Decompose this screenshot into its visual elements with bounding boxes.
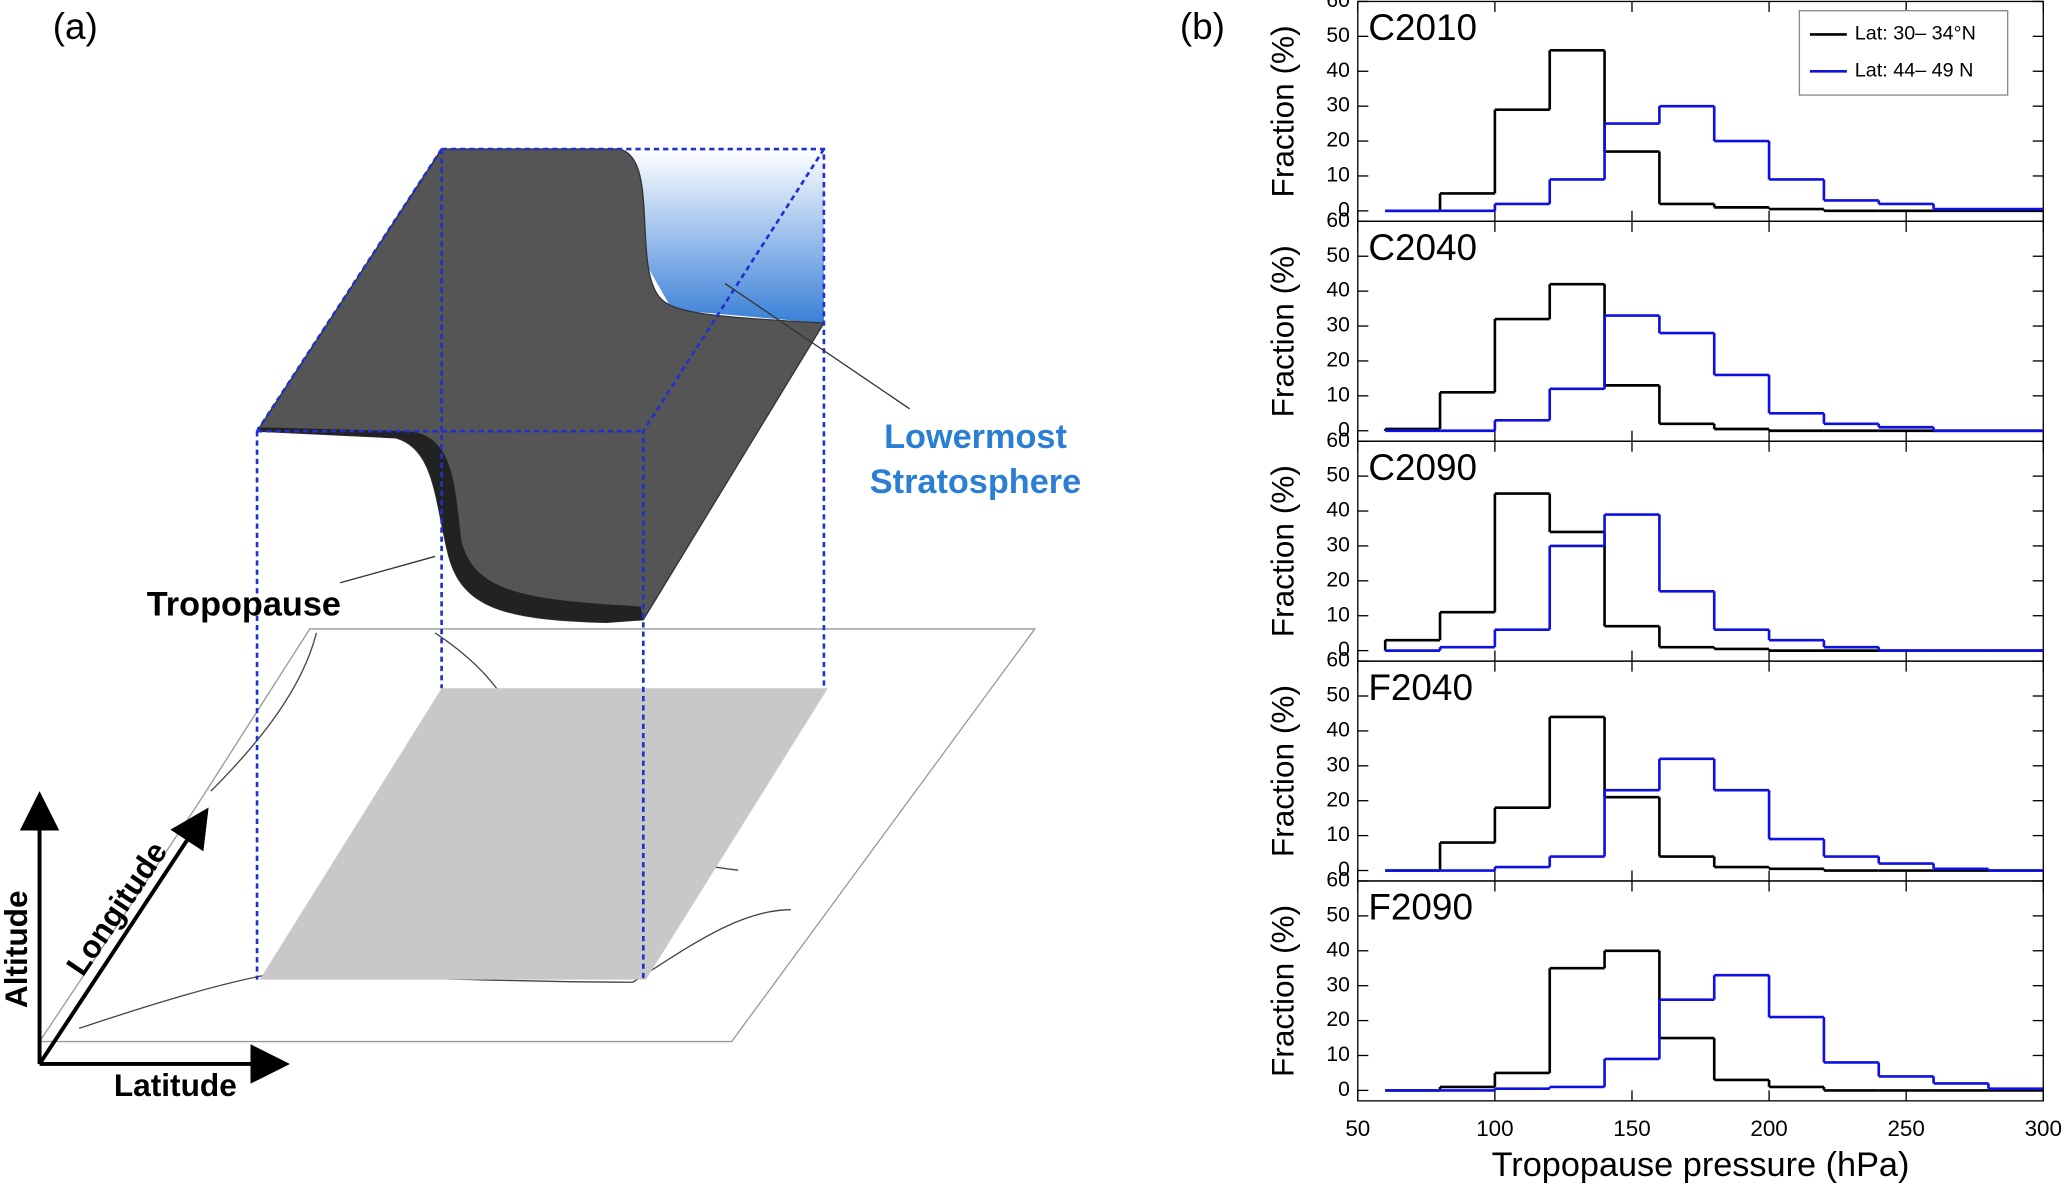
y-tick-label: 20 (1326, 788, 1349, 811)
tropopause-edge (257, 427, 644, 623)
y-tick-label: 10 (1326, 603, 1349, 626)
panel-title: F2090 (1368, 887, 1473, 928)
legend-box (1798, 10, 2009, 96)
step-connector (1438, 514, 1881, 651)
y-tick-label: 30 (1326, 94, 1349, 117)
step-connector (1438, 716, 1826, 871)
panel-title: C2040 (1368, 227, 1477, 268)
x-tick-label: 200 (1750, 1116, 1787, 1141)
leader-line (724, 283, 910, 410)
y-tick-label: 20 (1326, 129, 1349, 152)
y-tick-label: 40 (1326, 938, 1349, 961)
y-tick-label: 0 (1338, 858, 1350, 881)
step-connector (1383, 493, 1771, 651)
y-tick-label: 0 (1338, 198, 1350, 221)
step-connector (1438, 950, 1826, 1091)
axis-label: Altitude (0, 890, 34, 1008)
x-tick-label: 150 (1613, 1116, 1650, 1141)
y-tick-label: 60 (1326, 429, 1349, 452)
step-connector (1383, 284, 1771, 431)
leader-line (339, 555, 436, 584)
y-tick-label: 10 (1326, 164, 1349, 187)
panel-title: F2040 (1368, 667, 1473, 708)
y-tick-label: 30 (1326, 314, 1349, 337)
plot-frame (1357, 880, 2044, 1102)
y-tick-label: 40 (1326, 499, 1349, 522)
step-connector (1493, 106, 1935, 211)
annotation: Lowermost (884, 418, 1067, 456)
y-tick-label: 30 (1326, 534, 1349, 557)
y-tick-label: 20 (1326, 349, 1349, 372)
diagram: (a) Tropopause Lowermost Stratosphere Al… (0, 6, 1081, 1103)
panel-label: (b) (1180, 6, 1225, 47)
legend-label: Lat: 30– 34°N (1855, 23, 1976, 45)
y-tick-label: 50 (1326, 684, 1349, 707)
y-tick-label: 50 (1326, 464, 1349, 487)
step-connector (1438, 50, 1826, 211)
y-tick-label: 40 (1326, 718, 1349, 741)
y-tick-label: 50 (1326, 24, 1349, 47)
legend-label: Lat: 44– 49 N (1855, 60, 1974, 82)
y-tick-label: 0 (1338, 1078, 1350, 1101)
y-tick-label: 20 (1326, 1008, 1349, 1031)
step-connector (1493, 975, 1990, 1091)
y-tick-label: 40 (1326, 59, 1349, 82)
y-tick-label: 60 (1326, 209, 1349, 232)
y-tick-label: 20 (1326, 568, 1349, 591)
y-tick-label: 40 (1326, 279, 1349, 302)
y-tick-label: 10 (1326, 1043, 1349, 1066)
axes-arrows (19, 791, 291, 1084)
y-tick-label: 30 (1326, 753, 1349, 776)
x-tick-label: 250 (1887, 1116, 1924, 1141)
y-tick-label: 50 (1326, 244, 1349, 267)
annotation: Stratosphere (870, 463, 1081, 501)
y-axis-label: Fraction (%) (1265, 685, 1301, 857)
region-shadow (259, 688, 828, 980)
y-tick-label: 0 (1338, 638, 1350, 661)
y-tick-label: 50 (1326, 903, 1349, 926)
x-tick-label: 50 (1345, 1116, 1370, 1141)
axis-label: Latitude (114, 1067, 237, 1103)
histogram-panels: 0 10 20 30 40 50 60 C2010 Fraction (%) Lat: 30– 3… (1265, 0, 2062, 1184)
y-axis-label: Fraction (%) (1265, 465, 1301, 637)
step-connector (1493, 315, 1935, 431)
panel-label: (a) (53, 6, 98, 47)
y-tick-label: 0 (1338, 418, 1350, 441)
x-axis-label: Tropopause pressure (hPa) (1492, 1146, 1910, 1184)
y-tick-label: 10 (1326, 823, 1349, 846)
y-tick-label: 30 (1326, 973, 1349, 996)
x-tick-label: 300 (2025, 1116, 2062, 1141)
stratosphere-region (619, 149, 824, 324)
step-connector (1493, 758, 1990, 871)
y-tick-label: 60 (1326, 0, 1349, 12)
y-tick-label: 60 (1326, 649, 1349, 672)
panel-title: C2010 (1368, 7, 1477, 48)
y-tick-label: 60 (1326, 869, 1349, 892)
y-axis-label: Fraction (%) (1265, 905, 1301, 1077)
y-axis-label: Fraction (%) (1265, 25, 1301, 197)
x-tick-label: 100 (1476, 1116, 1513, 1141)
panel-title: C2090 (1368, 447, 1477, 488)
y-axis-label: Fraction (%) (1265, 245, 1301, 417)
projection-lines (255, 147, 826, 980)
annotation: Tropopause (147, 586, 341, 624)
y-tick-label: 10 (1326, 383, 1349, 406)
